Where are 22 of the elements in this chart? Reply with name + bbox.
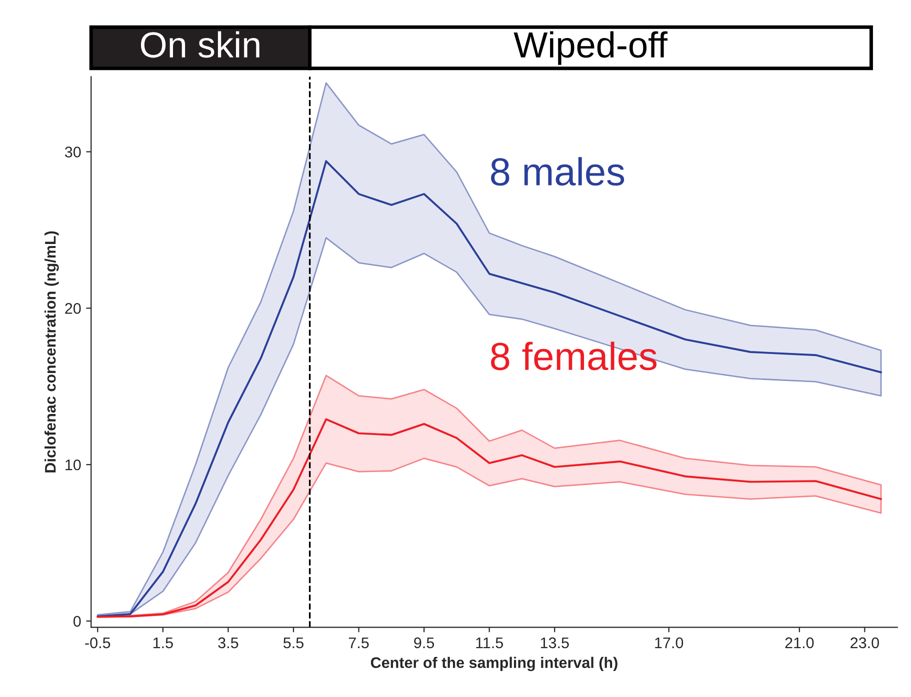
y-tick-label: 30 [64, 146, 81, 158]
x-tick-label: 5.5 [283, 638, 304, 648]
x-tick-label: 21.0 [785, 637, 814, 648]
y-tick-label: 20 [65, 303, 81, 314]
x-tick-label: 7.5 [348, 638, 369, 648]
x-tick-label: 17.0 [655, 637, 684, 648]
text: On skin [140, 31, 260, 58]
text: Wiped-off [514, 31, 668, 65]
x-tick-label: 9.5 [414, 637, 434, 648]
y-axis-title: Diclofenac concentration (ng/mL) [44, 231, 59, 472]
series-label: 8 males [491, 157, 624, 186]
y-tick-label: 0 [73, 616, 81, 627]
series-label: 8 females [491, 342, 657, 370]
x-tick-label: -0.5 [85, 637, 110, 648]
y-tick-label: 10 [66, 459, 81, 470]
line-series [96, 418, 882, 618]
x-tick-label: 23.0 [850, 637, 879, 648]
x-tick-label: 13.5 [540, 637, 569, 648]
x-tick-label: 3.5 [218, 637, 238, 648]
x-tick-label: 11.5 [476, 638, 503, 648]
x-axis-title: Center of the sampling interval (h) [370, 656, 618, 672]
x-tick-label: 1.5 [153, 638, 173, 648]
